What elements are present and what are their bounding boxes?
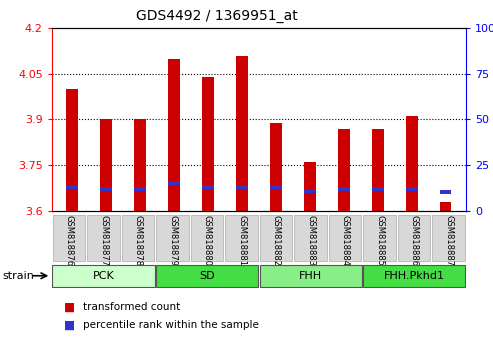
- Text: GSM818886: GSM818886: [410, 215, 419, 267]
- Bar: [372, 129, 384, 211]
- Bar: [52, 265, 155, 287]
- Bar: [363, 265, 465, 287]
- Bar: [363, 215, 396, 262]
- Bar: [432, 215, 465, 262]
- Bar: [406, 116, 418, 211]
- Text: transformed count: transformed count: [83, 302, 180, 312]
- Bar: [406, 187, 418, 191]
- Text: FHH.Pkhd1: FHH.Pkhd1: [384, 271, 445, 281]
- Text: ■: ■: [64, 301, 75, 314]
- Bar: [191, 215, 223, 262]
- Text: GSM818877: GSM818877: [99, 215, 108, 267]
- Bar: [168, 181, 180, 185]
- Bar: [304, 189, 316, 193]
- Bar: [338, 129, 350, 211]
- Text: GSM818879: GSM818879: [168, 215, 177, 266]
- Bar: [100, 187, 112, 191]
- Bar: [168, 59, 180, 211]
- Bar: [202, 185, 214, 189]
- Bar: [440, 190, 452, 194]
- Bar: [122, 215, 154, 262]
- Text: percentile rank within the sample: percentile rank within the sample: [83, 320, 259, 330]
- Bar: [225, 215, 258, 262]
- Bar: [338, 187, 350, 191]
- Text: GSM818884: GSM818884: [341, 215, 350, 266]
- Bar: [100, 120, 112, 211]
- Bar: [329, 215, 361, 262]
- Bar: [260, 215, 292, 262]
- Text: SD: SD: [199, 271, 215, 281]
- Text: GSM818882: GSM818882: [272, 215, 281, 266]
- Bar: [156, 265, 258, 287]
- Bar: [372, 187, 384, 191]
- Text: PCK: PCK: [93, 271, 114, 281]
- Text: GSM818885: GSM818885: [375, 215, 384, 266]
- Text: strain: strain: [2, 271, 35, 281]
- Text: GSM818878: GSM818878: [134, 215, 142, 267]
- Bar: [294, 215, 327, 262]
- Bar: [87, 215, 120, 262]
- Bar: [134, 187, 146, 191]
- Text: GSM818887: GSM818887: [444, 215, 453, 267]
- Bar: [270, 122, 282, 211]
- Bar: [236, 185, 248, 189]
- Bar: [134, 120, 146, 211]
- Bar: [259, 265, 362, 287]
- Bar: [66, 185, 78, 189]
- Bar: [66, 89, 78, 211]
- Text: GSM818881: GSM818881: [237, 215, 246, 266]
- Text: GDS4492 / 1369951_at: GDS4492 / 1369951_at: [136, 9, 298, 23]
- Bar: [156, 215, 189, 262]
- Bar: [202, 77, 214, 211]
- Bar: [304, 162, 316, 211]
- Bar: [398, 215, 430, 262]
- Bar: [236, 56, 248, 211]
- Text: FHH: FHH: [299, 271, 322, 281]
- Text: GSM818880: GSM818880: [203, 215, 211, 266]
- Text: GSM818876: GSM818876: [65, 215, 73, 267]
- Bar: [53, 215, 85, 262]
- Bar: [440, 201, 452, 211]
- Text: ■: ■: [64, 319, 75, 331]
- Text: GSM818883: GSM818883: [306, 215, 315, 267]
- Bar: [270, 185, 282, 189]
